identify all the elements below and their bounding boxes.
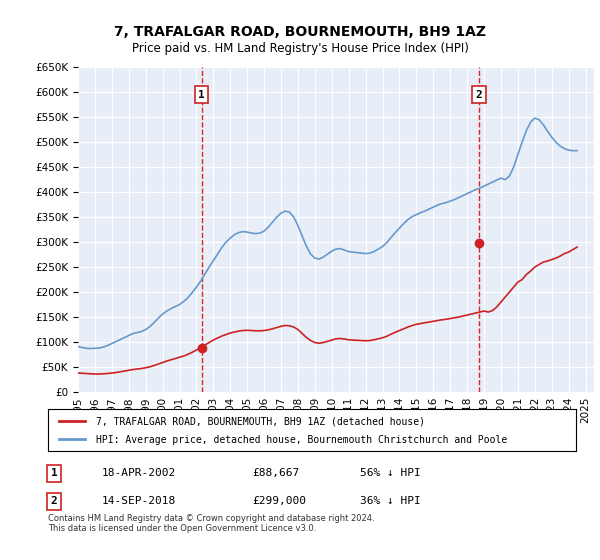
Text: 1: 1: [198, 90, 205, 100]
Text: Price paid vs. HM Land Registry's House Price Index (HPI): Price paid vs. HM Land Registry's House …: [131, 42, 469, 55]
Text: 36% ↓ HPI: 36% ↓ HPI: [360, 496, 421, 506]
Text: 2: 2: [50, 496, 58, 506]
Text: 1: 1: [50, 468, 58, 478]
Text: 7, TRAFALGAR ROAD, BOURNEMOUTH, BH9 1AZ (detached house): 7, TRAFALGAR ROAD, BOURNEMOUTH, BH9 1AZ …: [95, 417, 425, 426]
Text: 18-APR-2002: 18-APR-2002: [102, 468, 176, 478]
Text: £88,667: £88,667: [252, 468, 299, 478]
Text: Contains HM Land Registry data © Crown copyright and database right 2024.
This d: Contains HM Land Registry data © Crown c…: [48, 514, 374, 533]
Text: 2: 2: [476, 90, 482, 100]
Text: 56% ↓ HPI: 56% ↓ HPI: [360, 468, 421, 478]
Text: 7, TRAFALGAR ROAD, BOURNEMOUTH, BH9 1AZ: 7, TRAFALGAR ROAD, BOURNEMOUTH, BH9 1AZ: [114, 25, 486, 39]
Text: HPI: Average price, detached house, Bournemouth Christchurch and Poole: HPI: Average price, detached house, Bour…: [95, 435, 507, 445]
Text: 14-SEP-2018: 14-SEP-2018: [102, 496, 176, 506]
Text: £299,000: £299,000: [252, 496, 306, 506]
